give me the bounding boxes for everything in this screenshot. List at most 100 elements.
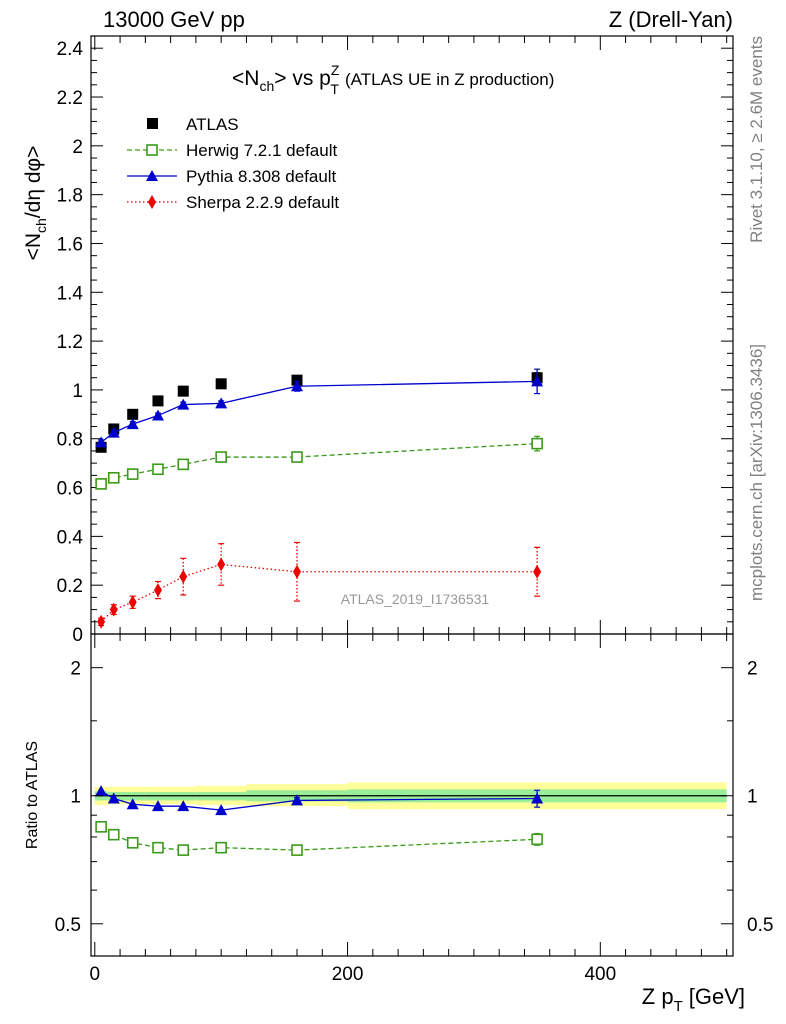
title-part-ch-sub: ch [259, 78, 274, 94]
ratio-point-herwig [95, 821, 107, 833]
ratio-point-pythia [107, 792, 120, 804]
ratio-point-herwig [152, 841, 164, 854]
main-point-pythia [215, 397, 228, 409]
xlabel-part-unit: [GeV] [689, 984, 745, 1009]
main-y-tick-label: 1 [72, 381, 83, 402]
x-tick-label: 0 [90, 964, 101, 985]
main-point-sherpa [109, 602, 118, 617]
main-point-sherpa [179, 569, 188, 584]
legend-label-herwig: Herwig 7.2.1 default [186, 141, 337, 160]
legend-marker-pythia [146, 170, 158, 181]
ratio-line-herwig [100, 826, 538, 851]
main-point-pythia [95, 436, 108, 448]
ratio-y-tick-label: 1 [70, 787, 81, 808]
main-y-axis: 0 0.2 0.4 0.6 0.8 1 1.2 1.4 1.6 1.8 2 2.2 2.4 [57, 35, 733, 646]
ratio-series-layer [94, 785, 727, 856]
title-part-n: <N [232, 67, 259, 90]
main-point-sherpa [217, 557, 226, 572]
ratio-point-pythia [126, 798, 139, 810]
main-point-pythia [107, 426, 120, 438]
main-line-pythia [100, 380, 538, 443]
legend-marker-sherpa [148, 195, 156, 209]
main-point-herwig [291, 451, 303, 463]
ylabel-part-n: <N [22, 233, 45, 260]
ratio-point-herwig [107, 828, 120, 841]
header-energy-label: 13000 GeV pp [103, 7, 245, 32]
main-panel: 00.20.40.60.811.21.41.61.822.22.4 <Nch> … [22, 35, 734, 646]
legend-marker-herwig [146, 144, 158, 156]
ratio-point-pythia [531, 792, 544, 804]
legend-marker-atlas [147, 118, 158, 129]
x-tick-label: 200 [332, 964, 364, 985]
main-point-sherpa [292, 564, 301, 579]
main-point-herwig [215, 451, 227, 463]
x-axis-title: Z pT [GeV] [642, 984, 745, 1015]
main-point-pythia [531, 375, 544, 387]
main-y-tick-label: 1.8 [57, 186, 83, 207]
main-y-tick-label: 0.8 [57, 430, 83, 451]
main-y-axis-title: <Nch/dη dφ> [22, 146, 49, 261]
x-tick-label: 400 [584, 964, 616, 985]
main-point-herwig [152, 463, 164, 476]
main-point-atlas [215, 378, 227, 390]
xlabel-part-zp: Z p [642, 984, 674, 1009]
main-y-tick-label: 2.4 [57, 39, 84, 60]
ratio-point-herwig [531, 833, 543, 846]
ratio-y-tick-label: 2 [70, 659, 81, 680]
legend-entry-sherpa: Sherpa 2.2.9 default [127, 193, 339, 212]
main-point-pythia [290, 380, 303, 392]
main-y-tick-label: 0.2 [57, 576, 83, 597]
legend-entry-pythia: Pythia 8.308 default [127, 167, 337, 186]
analysis-watermark: ATLAS_2019_I1736531 [341, 591, 490, 607]
legend-label-sherpa: Sherpa 2.2.9 default [186, 193, 339, 212]
main-y-tick-label: 2 [72, 137, 83, 158]
main-line-herwig [100, 442, 538, 485]
title-part-t-sub: T [330, 81, 339, 97]
ratio-point-herwig [215, 841, 227, 854]
main-point-atlas [291, 374, 303, 386]
main-y-tick-label: 0.6 [57, 479, 83, 500]
main-point-pythia [151, 409, 164, 421]
main-point-pythia [177, 398, 190, 410]
ratio-point-pythia [151, 800, 164, 812]
legend: ATLAS Herwig 7.2.1 default Pythia 8.308 … [127, 115, 339, 212]
ratio-y-tick-label-right: 0.5 [747, 915, 773, 936]
title-part-extra: (ATLAS UE in Z production) [345, 70, 554, 89]
main-point-herwig [107, 471, 120, 484]
main-point-herwig [177, 458, 190, 471]
mcplots-reference-label: mcplots.cern.ch [arXiv:1306.3436] [747, 344, 766, 601]
main-point-atlas [177, 385, 189, 397]
ratio-point-pythia [215, 804, 228, 816]
main-point-sherpa [533, 564, 542, 579]
ratio-point-herwig [126, 837, 139, 849]
main-y-tick-label: 0.4 [57, 527, 84, 548]
header-process-label: Z (Drell-Yan) [609, 7, 733, 32]
ratio-axes: 0.5 0.5 1 1 2 2 0 200 400 [55, 634, 773, 985]
main-point-atlas [127, 408, 139, 420]
ylabel-part-rest: /dη dφ> [22, 146, 45, 219]
ratio-y-axis-title: Ratio to ATLAS [24, 741, 41, 849]
main-y-tick-label: 1.4 [57, 283, 84, 304]
ratio-panel: 0.5 0.5 1 1 2 2 0 200 400 Ratio to ATLAS Z pT [Ge… [24, 633, 773, 1015]
main-y-tick-label: 1.2 [57, 332, 83, 353]
main-point-herwig [126, 468, 139, 480]
main-point-sherpa [128, 595, 137, 610]
plot-title: <Nch> vs pZ T (ATLAS UE in Z production) [232, 62, 554, 97]
ratio-point-pythia [177, 800, 190, 812]
legend-label-atlas: ATLAS [186, 115, 239, 134]
main-y-tick-label: 0 [72, 625, 83, 646]
main-point-sherpa [153, 583, 162, 598]
legend-label-pythia: Pythia 8.308 default [186, 167, 337, 186]
ratio-point-pythia [95, 785, 108, 797]
main-point-atlas [152, 395, 164, 407]
main-point-herwig [95, 478, 107, 490]
legend-entry-herwig: Herwig 7.2.1 default [127, 141, 337, 160]
ratio-point-herwig [177, 844, 190, 856]
ratio-y-tick-label: 0.5 [55, 915, 81, 936]
ratio-point-herwig [291, 844, 303, 856]
title-part-z-sup: Z [331, 62, 340, 78]
main-y-tick-label: 2.2 [57, 88, 83, 109]
main-point-herwig [531, 437, 543, 450]
ratio-plot-frame [90, 633, 734, 957]
